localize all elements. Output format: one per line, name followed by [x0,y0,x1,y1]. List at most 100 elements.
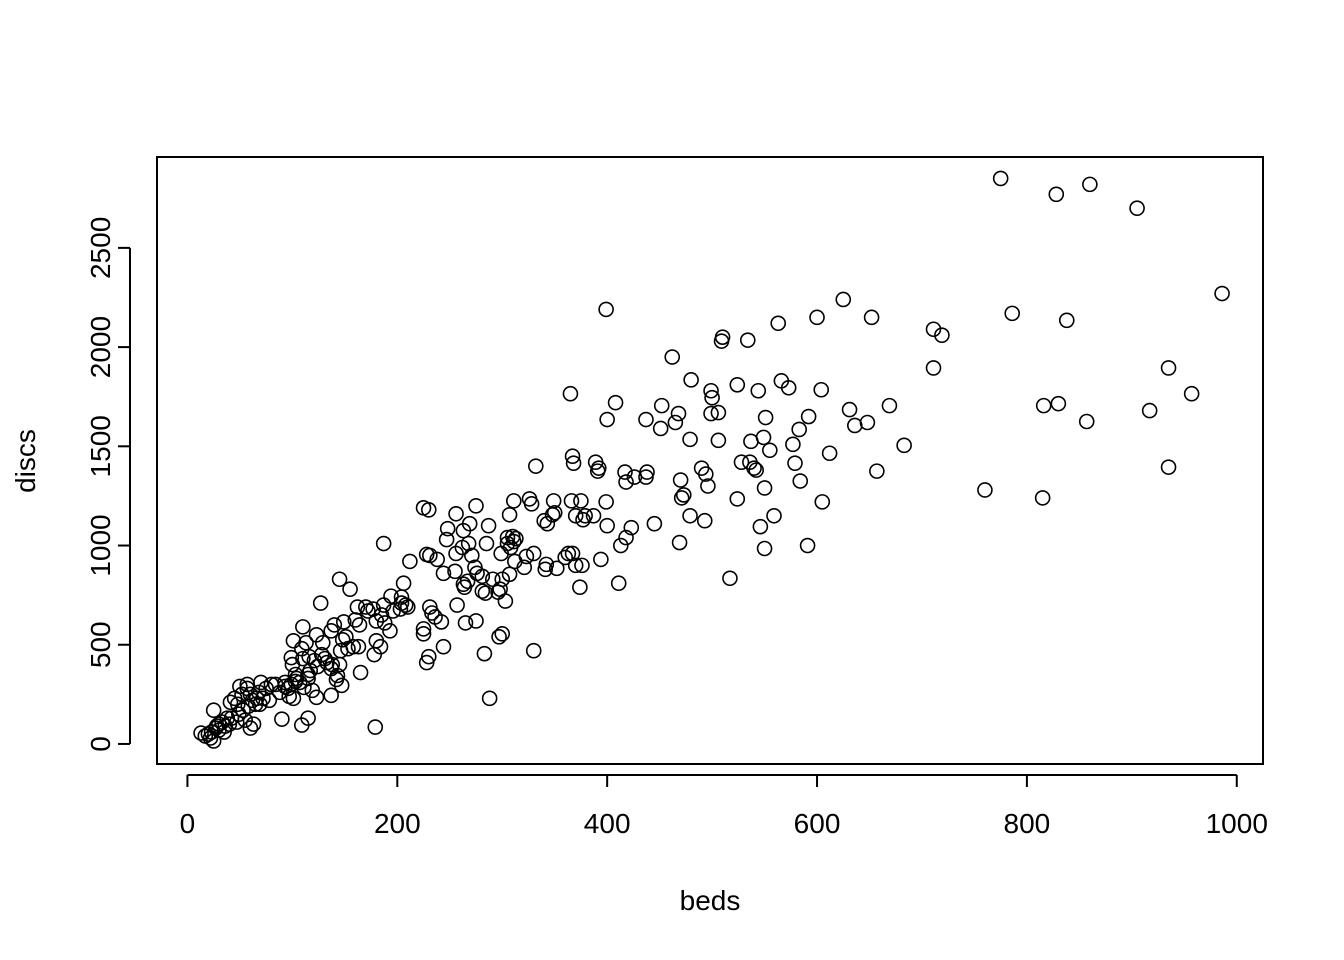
point [610,575,627,592]
point [474,568,491,585]
point [770,315,787,332]
point [528,458,544,474]
point [366,646,383,663]
point [1058,312,1075,329]
point [313,646,330,663]
point [613,537,629,554]
point [420,502,437,518]
point [477,585,494,601]
point [743,433,759,450]
point [402,553,418,570]
point [478,535,495,552]
point [455,522,472,539]
point [700,478,716,494]
point [1129,200,1145,216]
point [395,575,412,592]
point [617,464,633,480]
y-tick-label: 2500 [85,217,116,279]
point [392,601,409,617]
point [415,626,432,642]
y-tick-label: 500 [85,621,116,668]
point [242,720,259,736]
point [562,385,579,402]
point [539,515,556,532]
point [626,469,643,485]
point [447,563,463,580]
point [1048,186,1065,203]
point [331,656,348,673]
point [564,448,581,465]
point [704,389,720,406]
point [563,493,580,509]
point [538,556,555,573]
point [193,725,209,741]
point [652,420,669,437]
point [277,678,293,695]
point [245,716,262,732]
point [748,462,764,478]
point [813,381,830,398]
point [756,480,773,496]
point [546,504,563,521]
point [335,614,352,630]
point [454,539,471,556]
point [501,506,518,523]
point [429,551,445,568]
point [544,506,561,523]
point [295,619,311,635]
point [713,333,730,349]
x-tick-label: 600 [794,808,841,839]
point [739,332,756,348]
point [399,599,416,615]
point [274,711,290,727]
point [599,411,615,428]
point [438,531,455,548]
point [536,512,553,529]
point [847,417,863,434]
point [598,301,614,318]
point [283,649,300,666]
y-tick-label: 2000 [85,316,116,378]
point [415,621,432,637]
point [368,613,385,629]
point [710,404,727,421]
point [696,512,713,529]
point [211,716,227,732]
point [785,436,801,453]
point [733,454,750,470]
point [791,421,807,438]
point [575,511,591,528]
point [800,408,817,425]
point [435,565,452,582]
point [253,674,269,691]
point [350,638,367,655]
point [1035,397,1052,414]
point [202,730,219,746]
point [491,629,507,645]
point [484,571,501,588]
point [207,720,224,736]
point [239,676,256,693]
point [792,473,809,489]
point [703,405,719,422]
point [746,460,762,476]
point [703,382,719,399]
point [710,432,727,449]
point [422,547,438,564]
point [323,623,339,639]
point [288,670,305,687]
point [925,321,942,338]
point [756,540,773,557]
point [285,690,302,707]
point [261,692,278,709]
point [729,491,746,507]
point [977,482,993,498]
point [593,551,609,568]
x-tick-label: 1000 [1206,808,1268,839]
point [750,382,767,399]
point [382,623,398,639]
point [623,519,640,536]
point [670,405,687,422]
point [497,593,514,609]
